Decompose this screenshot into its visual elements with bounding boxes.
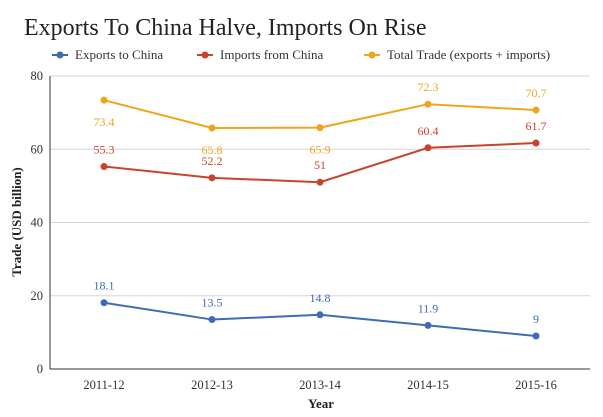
legend-swatch-marker: [56, 51, 64, 59]
x-tick-label: 2012-13: [191, 378, 233, 392]
x-axis-title: Year: [308, 396, 334, 411]
data-label: 65.8: [202, 143, 223, 157]
y-tick-label: 80: [31, 69, 44, 83]
data-point: [424, 100, 432, 108]
legend: Exports to China Imports from China Total …: [52, 47, 550, 62]
x-tick-label: 2014-15: [407, 378, 449, 392]
data-label: 11.9: [418, 301, 439, 315]
data-point: [424, 321, 432, 329]
chart-title: Exports To China Halve, Imports On Rise: [24, 15, 427, 41]
series-line: [103, 301, 537, 338]
data-label: 55.3: [94, 142, 115, 156]
data-label: 13.5: [202, 296, 223, 310]
legend-item: Exports to China: [52, 47, 163, 62]
data-point: [100, 162, 108, 170]
data-point: [424, 144, 432, 152]
y-tick-label: 40: [31, 216, 44, 230]
legend-item: Imports from China: [197, 47, 323, 62]
data-label: 73.4: [94, 115, 115, 129]
data-point: [316, 178, 324, 186]
data-label: 65.9: [310, 143, 331, 157]
series-group: 18.1 13.5 14.8 11.9 9 55.3 52.2 51 60.4 61.7 73.4 6…: [94, 80, 547, 340]
legend-label: Total Trade (exports + imports): [387, 47, 550, 62]
data-point: [532, 332, 540, 340]
x-tick-label: 2011-12: [83, 378, 124, 392]
series-0: 18.1 13.5 14.8 11.9 9: [94, 279, 540, 340]
data-point: [208, 316, 216, 324]
data-point: [208, 124, 216, 132]
y-axis-title: Trade (USD billion): [9, 167, 24, 277]
data-label: 70.7: [526, 86, 547, 100]
gridlines: [50, 75, 590, 297]
data-label: 52.2: [202, 154, 223, 168]
series-2: 73.4 65.8 65.9 72.3 70.7: [94, 80, 547, 157]
legend-swatch-marker: [368, 51, 376, 59]
data-label: 60.4: [418, 124, 439, 138]
legend-item: Total Trade (exports + imports): [364, 47, 550, 62]
legend-swatch-marker: [201, 51, 209, 59]
data-point: [208, 174, 216, 182]
data-label: 72.3: [418, 80, 439, 94]
data-label: 9: [533, 312, 539, 326]
data-label: 61.7: [526, 119, 547, 133]
legend-label: Exports to China: [75, 47, 163, 62]
data-point: [316, 124, 324, 132]
axes: [49, 76, 590, 370]
legend-label: Imports from China: [220, 47, 323, 62]
x-axis-ticks: 2011-12 2012-13 2013-14 2014-15 2015-16: [83, 378, 556, 392]
data-label: 14.8: [310, 291, 331, 305]
series-1: 55.3 52.2 51 60.4 61.7: [94, 119, 547, 186]
y-tick-label: 20: [31, 289, 44, 303]
x-tick-label: 2015-16: [515, 378, 557, 392]
data-label: 18.1: [94, 279, 115, 293]
y-tick-label: 60: [31, 142, 44, 156]
data-point: [532, 139, 540, 147]
data-label: 51: [314, 158, 326, 172]
y-axis-ticks: 0 20 40 60 80: [31, 69, 44, 376]
data-point: [316, 311, 324, 319]
series-line: [103, 99, 537, 130]
data-point: [100, 299, 108, 307]
y-tick-label: 0: [37, 362, 43, 376]
x-tick-label: 2013-14: [299, 378, 341, 392]
data-point: [100, 96, 108, 104]
data-point: [532, 106, 540, 114]
